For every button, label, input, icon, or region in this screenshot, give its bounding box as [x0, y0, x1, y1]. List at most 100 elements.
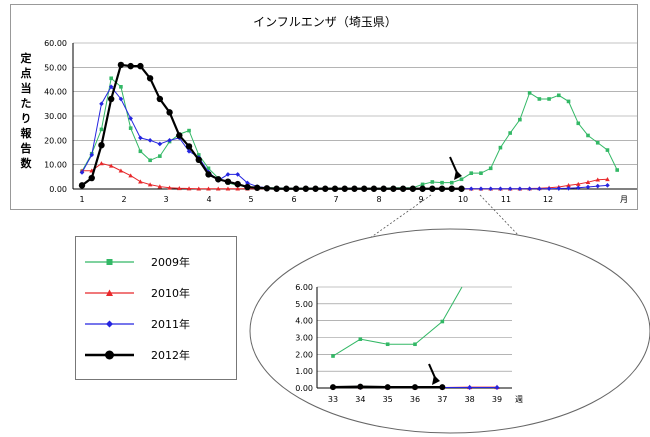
- data-point: [215, 176, 222, 183]
- y-axis-label-char: 定: [21, 51, 32, 65]
- y-tick-label: 30.00: [44, 112, 67, 121]
- y-axis-label-char: 点: [21, 66, 32, 80]
- data-point: [205, 171, 212, 178]
- inset-x-tick-label: 33: [328, 395, 338, 404]
- y-axis-label-char: 報: [21, 126, 33, 140]
- inset-series-2009年: [331, 286, 463, 358]
- data-point: [225, 186, 231, 191]
- inset-y-tick-label: 2.00: [295, 350, 313, 359]
- data-point: [312, 185, 319, 192]
- data-point: [128, 116, 133, 121]
- data-point: [117, 61, 125, 69]
- inset-data-point: [330, 384, 336, 391]
- inset-x-tick-label: 39: [492, 395, 502, 404]
- y-axis-label-char: 告: [21, 141, 32, 155]
- data-point: [537, 97, 542, 101]
- y-tick-label: 60.00: [44, 39, 67, 48]
- data-point: [479, 171, 483, 175]
- data-point: [459, 177, 464, 182]
- main-y-ticks: 0.00 10.00 20.00 30.00 40.00 50.00 60.00: [44, 39, 67, 194]
- data-point: [507, 186, 513, 192]
- data-point: [566, 185, 571, 191]
- inset-x-tick-label: 38: [465, 395, 475, 404]
- inset-data-point: [412, 384, 418, 391]
- data-point: [138, 179, 143, 184]
- legend: 2009年 2010年 2011年 2012年: [85, 255, 190, 362]
- legend-label: 2009年: [151, 255, 190, 269]
- x-tick-label: 8: [376, 195, 381, 204]
- data-point: [518, 117, 522, 122]
- data-point: [557, 93, 561, 98]
- data-point: [88, 174, 95, 182]
- data-point: [166, 109, 173, 116]
- data-point: [430, 180, 435, 184]
- data-point: [147, 182, 153, 187]
- data-point: [351, 185, 358, 192]
- data-point: [438, 185, 446, 192]
- data-point: [119, 85, 123, 89]
- inset-x-tick-label: 37: [437, 395, 447, 404]
- inset-series-line: [332, 286, 463, 357]
- data-point: [225, 172, 231, 177]
- inset-data-point: [357, 383, 364, 390]
- data-point: [158, 154, 162, 158]
- data-point: [148, 158, 152, 163]
- inset-x-tick-label: 35: [383, 395, 393, 404]
- data-point: [118, 168, 124, 173]
- data-point: [586, 133, 590, 138]
- data-point: [167, 138, 172, 143]
- data-point: [488, 186, 493, 192]
- data-point: [89, 152, 95, 158]
- data-point: [108, 84, 114, 90]
- data-point: [440, 180, 444, 185]
- data-point: [488, 166, 493, 171]
- inset-data-point: [440, 319, 445, 324]
- legend-item-2012年: 2012年: [85, 348, 190, 362]
- data-point: [234, 180, 241, 188]
- legend-marker: [106, 259, 113, 265]
- data-point: [99, 127, 104, 132]
- data-point: [360, 185, 368, 192]
- data-point: [79, 170, 85, 175]
- legend-item-2010年: 2010年: [85, 286, 190, 300]
- series-2012年: [78, 61, 465, 192]
- inset-series: [330, 286, 500, 391]
- inset-x-tick-label: 週: [515, 395, 523, 404]
- y-axis-label-char: 当: [21, 81, 32, 95]
- data-point: [322, 185, 329, 192]
- x-tick-label: 7: [333, 195, 338, 204]
- data-point: [128, 173, 133, 178]
- inset-y-ticks: 0.00 1.00 2.00 3.00 4.00 5.00 6.00: [295, 283, 313, 393]
- data-point: [99, 101, 104, 107]
- data-point: [585, 179, 591, 184]
- data-point: [498, 145, 503, 150]
- data-point: [409, 185, 417, 192]
- data-point: [157, 184, 163, 189]
- data-point: [380, 185, 387, 192]
- data-point: [302, 185, 310, 192]
- y-tick-label: 40.00: [44, 88, 67, 97]
- data-point: [419, 185, 426, 192]
- data-point: [517, 186, 523, 192]
- data-point: [109, 76, 113, 81]
- inset-x-ticks: 33 34 35 36 37 38 39 週: [328, 395, 523, 404]
- data-point: [478, 186, 484, 192]
- data-point: [206, 186, 211, 191]
- x-tick-label: 10: [458, 195, 468, 204]
- main-chart-frame: [10, 4, 638, 210]
- data-point: [576, 121, 581, 126]
- x-tick-label: 1: [79, 195, 84, 204]
- data-point: [390, 185, 397, 192]
- data-point: [448, 185, 455, 192]
- data-point: [527, 186, 532, 192]
- x-tick-label: 3: [163, 195, 168, 204]
- series-line: [81, 63, 462, 190]
- x-tick-label: 6: [291, 195, 296, 204]
- data-point: [468, 186, 474, 192]
- data-point: [537, 186, 542, 192]
- data-point: [156, 95, 164, 103]
- data-point: [429, 185, 436, 192]
- data-point: [167, 185, 172, 190]
- data-point: [605, 183, 610, 188]
